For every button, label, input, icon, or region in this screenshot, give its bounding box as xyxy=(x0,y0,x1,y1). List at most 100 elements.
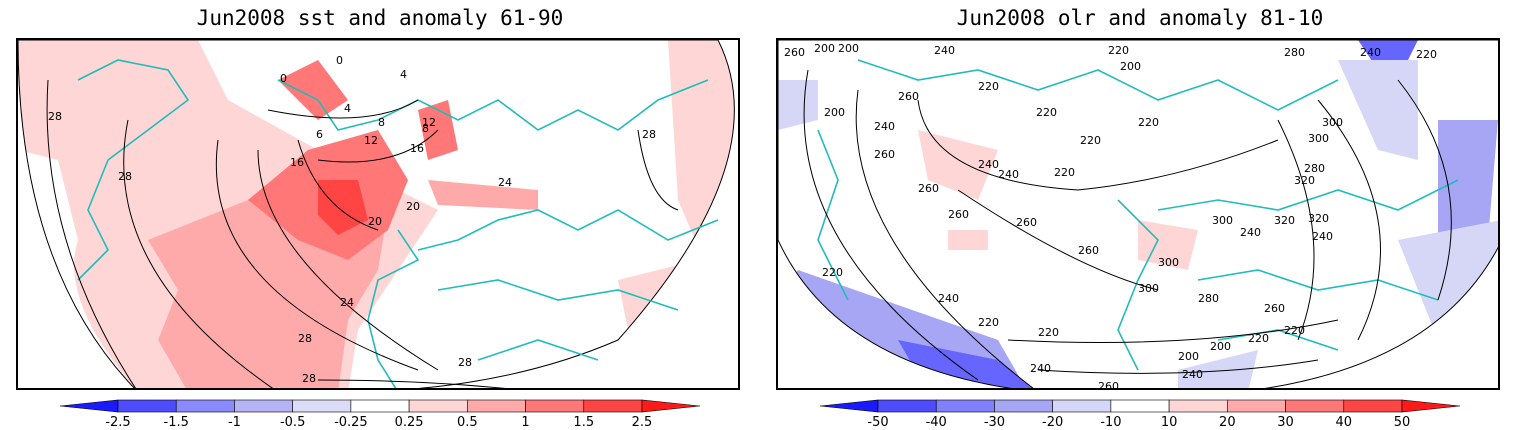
svg-text:200: 200 xyxy=(1210,340,1231,353)
svg-text:220: 220 xyxy=(1036,106,1057,119)
olr-map: 260 200 200 240 260 220 220 220 280 240 … xyxy=(778,40,1498,390)
olr-colorbar-tick-label: 30 xyxy=(1277,415,1294,428)
svg-text:220: 220 xyxy=(1416,48,1437,61)
svg-text:20: 20 xyxy=(406,200,420,213)
olr-colorbar: -50 -40 -30 -20 -10 10 20 30 40 50 xyxy=(819,399,1461,428)
olr-colorbar-tick-label: -50 xyxy=(867,415,888,428)
sst-colorbar-bin xyxy=(117,399,177,413)
sst-colorbar-bin xyxy=(234,399,293,413)
olr-colorbar-bin xyxy=(935,399,995,413)
svg-text:200: 200 xyxy=(1178,350,1199,363)
olr-colorbar-bin xyxy=(994,399,1053,413)
svg-text:8: 8 xyxy=(422,122,429,135)
sst-colorbar-tick-label: -1 xyxy=(228,415,241,428)
svg-text:280: 280 xyxy=(1198,292,1219,305)
sst-colorbar-tick-label: -1.5 xyxy=(164,415,189,428)
sst-colorbar-bin xyxy=(292,399,352,413)
svg-text:28: 28 xyxy=(642,128,656,141)
svg-text:220: 220 xyxy=(1080,134,1101,147)
svg-text:220: 220 xyxy=(1108,44,1129,57)
olr-anomaly-field xyxy=(778,40,1498,388)
svg-text:260: 260 xyxy=(918,182,939,195)
svg-text:24: 24 xyxy=(340,296,354,309)
svg-text:220: 220 xyxy=(1248,332,1269,345)
svg-text:260: 260 xyxy=(1016,216,1037,229)
svg-text:8: 8 xyxy=(378,116,385,129)
sst-map-title: Jun2008 sst and anomaly 61-90 xyxy=(196,6,564,30)
olr-colorbar-tick-label: 10 xyxy=(1161,415,1178,428)
svg-text:220: 220 xyxy=(1284,324,1305,337)
olr-colorbar-tick-label: -20 xyxy=(1042,415,1063,428)
svg-text:16: 16 xyxy=(410,142,424,155)
olr-colorbar-bin xyxy=(819,399,879,413)
olr-map-title: Jun2008 olr and anomaly 81-10 xyxy=(956,6,1324,30)
olr-colorbar-tick-label: 40 xyxy=(1336,415,1353,428)
svg-text:260: 260 xyxy=(784,46,805,59)
svg-text:260: 260 xyxy=(1078,244,1099,257)
svg-text:240: 240 xyxy=(1030,362,1051,375)
sst-colorbar-bin xyxy=(175,399,235,413)
svg-text:240: 240 xyxy=(1182,368,1203,381)
olr-coastlines xyxy=(817,59,1459,371)
svg-text:24: 24 xyxy=(498,176,512,189)
svg-text:300: 300 xyxy=(1138,282,1159,295)
svg-text:4: 4 xyxy=(344,102,351,115)
svg-text:240: 240 xyxy=(1360,46,1381,59)
svg-text:240: 240 xyxy=(874,120,895,133)
svg-text:300: 300 xyxy=(1308,132,1329,145)
svg-text:20: 20 xyxy=(368,215,382,228)
olr-colorbar-tick-label: -10 xyxy=(1100,415,1121,428)
svg-text:0: 0 xyxy=(336,54,343,67)
sst-colorbar-tick-label: 2.5 xyxy=(632,415,653,428)
svg-text:320: 320 xyxy=(1294,174,1315,187)
sst-map-frame: 28 28 20 0 0 4 4 8 8 6 12 12 16 16 20 24… xyxy=(16,38,740,390)
sst-colorbar-tick-label: -0.5 xyxy=(280,415,305,428)
sst-colorbar-bin xyxy=(408,399,468,413)
sst-colorbar-tick-label: 1 xyxy=(521,415,529,428)
sst-map: 28 28 20 0 0 4 4 8 8 6 12 12 16 16 20 24… xyxy=(18,40,738,388)
svg-text:260: 260 xyxy=(1098,380,1119,390)
olr-colorbar-bin xyxy=(877,399,937,413)
olr-colorbar-bin xyxy=(1052,399,1112,413)
sst-map-boundary xyxy=(18,40,735,388)
svg-text:4: 4 xyxy=(400,68,407,81)
svg-text:260: 260 xyxy=(1264,302,1285,315)
sst-coastlines xyxy=(77,59,719,388)
olr-colorbar-tick-label: 20 xyxy=(1219,415,1236,428)
sst-colorbar-tick-label: 0.25 xyxy=(395,415,424,428)
svg-text:280: 280 xyxy=(1284,46,1305,59)
olr-colorbar-tick-label: -30 xyxy=(984,415,1005,428)
svg-text:300: 300 xyxy=(1158,256,1179,269)
sst-colorbar-bin xyxy=(59,399,119,413)
sst-anomaly-field xyxy=(18,40,735,388)
svg-text:200: 200 xyxy=(838,42,859,55)
svg-text:200: 200 xyxy=(824,106,845,119)
svg-text:220: 220 xyxy=(1138,116,1159,129)
svg-text:220: 220 xyxy=(1038,326,1059,339)
sst-colorbar-bin xyxy=(467,399,526,413)
sst-colorbar-tick-label: 1.5 xyxy=(573,415,594,428)
svg-text:0: 0 xyxy=(280,72,287,85)
svg-text:28: 28 xyxy=(302,372,316,385)
svg-text:220: 220 xyxy=(978,316,999,329)
svg-text:240: 240 xyxy=(978,158,999,171)
olr-panel: Jun2008 olr and anomaly 81-10 xyxy=(760,0,1520,430)
svg-text:200: 200 xyxy=(814,42,835,55)
olr-colorbar-bin xyxy=(1168,399,1228,413)
svg-text:260: 260 xyxy=(948,208,969,221)
olr-colorbar-tick-label: -40 xyxy=(926,415,947,428)
svg-text:240: 240 xyxy=(938,292,959,305)
sst-contours xyxy=(46,79,679,388)
olr-colorbar-bin xyxy=(1227,399,1286,413)
sst-panel: Jun2008 sst and anomaly 61-90 xyxy=(16,6,740,428)
svg-text:6: 6 xyxy=(316,128,323,141)
svg-text:28: 28 xyxy=(298,332,312,345)
sst-colorbar-tick-label: -0.25 xyxy=(334,415,368,428)
sst-colorbar-bin xyxy=(641,399,701,413)
svg-text:28: 28 xyxy=(458,356,472,369)
sst-colorbar-bin xyxy=(525,399,585,413)
svg-text:12: 12 xyxy=(422,116,436,129)
svg-text:260: 260 xyxy=(898,90,919,103)
olr-colorbar-bin xyxy=(1285,399,1345,413)
svg-text:300: 300 xyxy=(1322,116,1343,129)
